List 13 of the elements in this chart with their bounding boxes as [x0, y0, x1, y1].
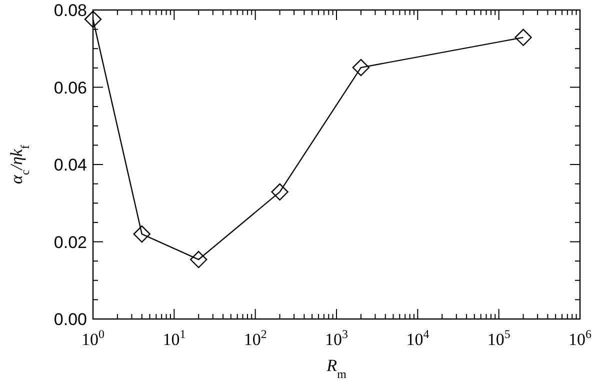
x-tick-label: 10$^{6}$ [568, 327, 592, 349]
x-tick-label: 10$^{5}$ [487, 327, 510, 349]
x-tick-label: 10$^{0}$ [82, 327, 105, 349]
x-tick-label: 10$^{4}$ [406, 327, 430, 349]
y-tick-label: 0.08 [54, 1, 87, 20]
x-tick-label: 10$^{2}$ [244, 327, 267, 349]
y-tick-label: 0.06 [54, 78, 87, 98]
x-tick-label: 10$^{1}$ [162, 327, 186, 349]
x-axis-title: R$_{m}$ [326, 356, 348, 381]
y-tick-label: 0.00 [54, 310, 87, 329]
x-tick-label: 10$^{3}$ [325, 327, 348, 349]
y-tick-label: 0.02 [54, 232, 87, 252]
y-tick-label: 0.04 [54, 156, 87, 174]
